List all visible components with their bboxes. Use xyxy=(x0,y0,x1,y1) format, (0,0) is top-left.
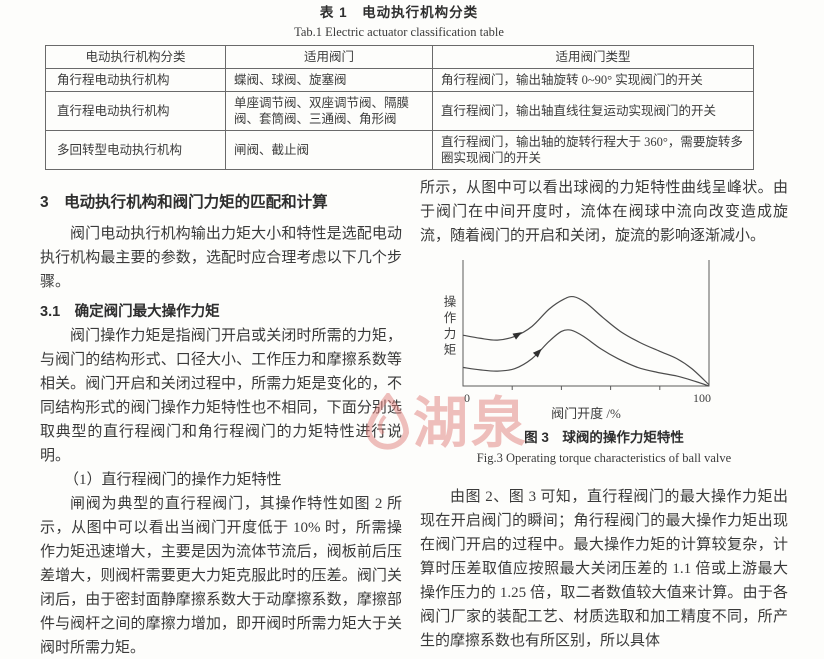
table-cell: 多回转型电动执行机构 xyxy=(45,130,226,170)
table-cell: 直行程阀门，输出轴直线往复运动实现阀门的开关 xyxy=(432,91,754,131)
subsection-heading: 3.1 确定阀门最大操作力矩 xyxy=(40,304,220,320)
table-title-zh: 表 1 电动执行机构分类 xyxy=(319,5,479,20)
table-row: 直行程电动执行机构 单座调节阀、双座调节阀、隔膜阀、套筒阀、三通阀、角形阀 直行… xyxy=(45,91,754,131)
figure-caption-zh: 图 3 球阀的操作力矩特性 xyxy=(524,430,684,445)
table-cell: 闸阀、截止阀 xyxy=(225,130,433,170)
paragraph-gate-valve: 闸阀为典型的直行程阀门，其操作特性如图 2 所示，从图中可以看出当阀门开度低于 … xyxy=(40,496,402,656)
table-cell: 直行程阀门，输出轴的旋转行程大于 360°，需要旋转多圈实现阀门的开关 xyxy=(432,130,754,170)
classification-table-body: 角行程电动执行机构 蝶阀、球阀、旋塞阀 角行程阀门，输出轴旋转 0~90° 实现… xyxy=(45,68,754,170)
curve-direction-arrow xyxy=(532,348,542,358)
table-cell: 直行程电动执行机构 xyxy=(45,91,226,131)
curve-upper_curve xyxy=(462,295,710,386)
figure-3: 0 100 阀门开度 /% 操作力矩 图 3 球阀的操作力矩特性 Fig.3 Oper… xyxy=(420,258,788,467)
svg-text:阀门开度 /%: 阀门开度 /% xyxy=(551,406,621,421)
classification-table: 电动执行机构分类 适用阀门 适用阀门类型 角行程电动执行机构 蝶阀、球阀、旋塞阀… xyxy=(45,45,754,170)
paragraph-intro: 阀门电动执行机构输出力矩大小和特性是选配电动执行机构最主要的参数，选配时应合理考… xyxy=(40,226,402,290)
table-header-cell: 适用阀门 xyxy=(225,45,433,69)
table-header-row: 电动执行机构分类 适用阀门 适用阀门类型 xyxy=(45,45,754,69)
table-title-en: Tab.1 Electric actuator classification t… xyxy=(294,25,504,39)
ball-valve-torque-chart: 0 100 阀门开度 /% 操作力矩 xyxy=(444,260,711,421)
curve-direction-arrow xyxy=(512,332,523,340)
table-row: 多回转型电动执行机构 闸阀、截止阀 直行程阀门，输出轴的旋转行程大于 360°，… xyxy=(45,130,754,170)
classification-table-block: 表 1 电动执行机构分类 Tab.1 Electric actuator cla… xyxy=(45,4,754,170)
item-heading: （1）直行程阀门的操作力矩特性 xyxy=(64,472,282,488)
svg-text:矩: 矩 xyxy=(444,343,457,357)
left-column: 3 电动执行机构和阀门力矩的匹配和计算 阀门电动执行机构输出力矩大小和特性是选配… xyxy=(40,192,402,659)
svg-text:作: 作 xyxy=(444,311,457,325)
paragraph-max-torque: 由图 2、图 3 可知，直行程阀门的最大操作力矩出现在开启阀门的瞬间；角行程阀门… xyxy=(420,489,788,649)
paragraph-torque: 阀门操作力矩是指阀门开启或关闭时所需的力矩，与阀门的结构形式、口径大小、工作压力… xyxy=(40,328,402,464)
figure-caption-en: Fig.3 Operating torque characteristics o… xyxy=(476,451,732,465)
paragraph-ball-valve: 所示，从图中可以看出球阀的力矩特性曲线呈峰状。由于阀门在中间开度时，流体在阀球中… xyxy=(420,180,788,244)
svg-text:力: 力 xyxy=(444,327,457,341)
svg-text:操: 操 xyxy=(444,294,457,309)
svg-text:0: 0 xyxy=(464,391,470,405)
table-header-cell: 适用阀门类型 xyxy=(432,45,754,69)
curve-lower_curve xyxy=(462,329,710,387)
table-row: 角行程电动执行机构 蝶阀、球阀、旋塞阀 角行程阀门，输出轴旋转 0~90° 实现… xyxy=(45,68,754,92)
table-header-cell: 电动执行机构分类 xyxy=(45,45,226,69)
right-column: 所示，从图中可以看出球阀的力矩特性曲线呈峰状。由于阀门在中间开度时，流体在阀球中… xyxy=(420,176,788,653)
table-cell: 单座调节阀、双座调节阀、隔膜阀、套筒阀、三通阀、角形阀 xyxy=(225,91,433,131)
svg-text:100: 100 xyxy=(693,391,711,405)
table-cell: 蝶阀、球阀、旋塞阀 xyxy=(225,68,433,92)
table-cell: 角行程电动执行机构 xyxy=(45,68,226,92)
section-heading: 3 电动执行机构和阀门力矩的匹配和计算 xyxy=(40,194,328,211)
table-cell: 角行程阀门，输出轴旋转 0~90° 实现阀门的开关 xyxy=(432,68,754,92)
